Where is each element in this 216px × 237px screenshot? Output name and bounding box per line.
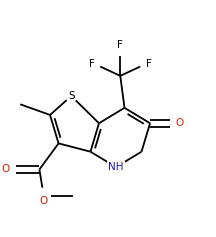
Text: F: F <box>117 40 123 50</box>
Text: O: O <box>1 164 10 174</box>
Text: NH: NH <box>108 162 124 172</box>
Text: F: F <box>146 59 152 69</box>
Text: S: S <box>68 91 75 101</box>
Text: O: O <box>176 118 184 128</box>
Text: F: F <box>89 59 95 69</box>
Text: O: O <box>40 196 48 205</box>
